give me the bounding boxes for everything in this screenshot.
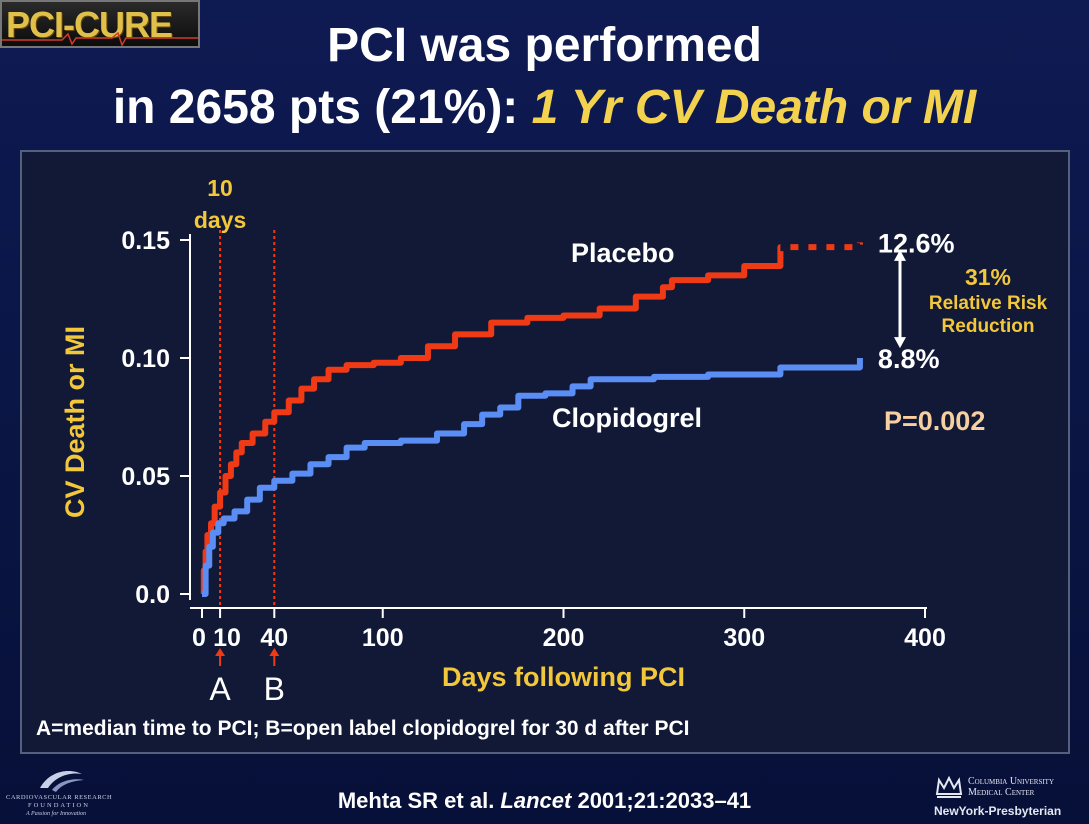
placebo-end-label: 12.6% bbox=[878, 228, 955, 258]
chart-panel: 0.0 0.05 0.10 0.15 0 10 40 100 200 300 400 Days fol… bbox=[20, 150, 1070, 754]
rrr-line1: Relative Risk bbox=[929, 293, 1048, 314]
x-tick-label: 40 bbox=[260, 624, 288, 652]
ref-journal: Lancet bbox=[500, 788, 572, 813]
y-tick-label: 0.10 bbox=[121, 345, 170, 373]
ref-authors: Mehta SR et al. bbox=[337, 788, 501, 813]
x-axis-title: Days following PCI bbox=[442, 662, 685, 692]
crf-name-line1: CARDIOVASCULAR RESEARCH bbox=[6, 794, 113, 801]
crf-swoosh-icon bbox=[40, 770, 84, 792]
ecg-line-icon bbox=[2, 32, 198, 46]
footnote: A=median time to PCI; B=open label clopi… bbox=[36, 717, 690, 740]
y-tick-label: 0.0 bbox=[135, 581, 170, 609]
slide-title-line2: in 2658 pts (21%): 1 Yr CV Death or MI bbox=[0, 80, 1089, 135]
cu-line1: Columbia University bbox=[968, 776, 1054, 787]
rrr-line2: Reduction bbox=[942, 316, 1035, 337]
rrr-value: 31% bbox=[965, 264, 1011, 290]
placebo-curve-gap bbox=[780, 242, 864, 252]
cu-line2: Medical Center bbox=[968, 787, 1035, 798]
x-tick-label: 0 bbox=[192, 624, 206, 652]
y-axis-title: CV Death or MI bbox=[60, 326, 90, 518]
clopidogrel-curve bbox=[202, 358, 863, 597]
marker-letter: A bbox=[209, 671, 231, 707]
marker-top-label: 10 bbox=[207, 175, 233, 201]
x-tick-label: 300 bbox=[723, 624, 765, 652]
rrr-arrowhead-up bbox=[894, 249, 906, 261]
p-value: P=0.002 bbox=[884, 406, 985, 436]
marker-letter: B bbox=[264, 671, 285, 707]
title-plain: in 2658 pts (21%): bbox=[112, 81, 532, 134]
y-tick-label: 0.05 bbox=[121, 463, 170, 491]
ref-citation: 2001;21:2033–41 bbox=[571, 788, 752, 813]
x-tick-label: 200 bbox=[543, 624, 585, 652]
crf-name-line2: FOUNDATION bbox=[28, 802, 90, 809]
reference: Mehta SR et al. Lancet 2001;21:2033–41 bbox=[0, 788, 1089, 814]
nyp-name: NewYork-Presbyterian bbox=[934, 804, 1062, 818]
marker-top-label-2: days bbox=[194, 207, 246, 233]
y-tick-label: 0.15 bbox=[121, 227, 170, 255]
crf-logo: CARDIOVASCULAR RESEARCH FOUNDATION A Pas… bbox=[6, 766, 116, 822]
x-tick-label: 10 bbox=[213, 624, 241, 652]
rrr-arrowhead-down bbox=[894, 337, 906, 349]
title-highlight: 1 Yr CV Death or MI bbox=[531, 81, 977, 134]
placebo-curve bbox=[200, 242, 863, 597]
columbia-name: Columbia University Medical Center bbox=[968, 776, 1054, 798]
placebo-label: Placebo bbox=[571, 238, 675, 268]
crown-icon bbox=[935, 775, 963, 798]
columbia-logo: Columbia University Medical Center NewYor… bbox=[930, 772, 1085, 822]
marker-arrowhead bbox=[215, 648, 226, 656]
marker-arrowhead bbox=[269, 648, 280, 656]
pci-cure-logo: PCI-CURE bbox=[0, 0, 200, 48]
crf-tagline: A Passion for Innovation bbox=[26, 811, 87, 817]
clopidogrel-end-label: 8.8% bbox=[878, 344, 940, 374]
clopidogrel-label: Clopidogrel bbox=[552, 403, 702, 433]
slide-title-line1: PCI was performed bbox=[327, 19, 762, 72]
x-tick-label: 400 bbox=[904, 624, 946, 652]
x-tick-label: 100 bbox=[362, 624, 404, 652]
